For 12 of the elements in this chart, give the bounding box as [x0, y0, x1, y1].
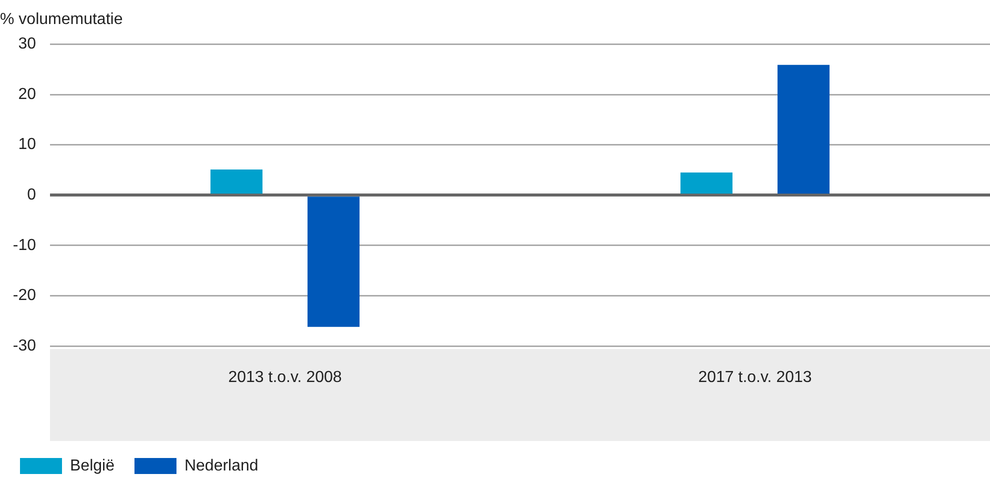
- y-tick-label: 10: [18, 136, 36, 154]
- x-tick-label: 2013 t.o.v. 2008: [228, 369, 342, 386]
- y-axis-title: % volumemutatie: [0, 11, 123, 28]
- y-tick-label: -10: [12, 236, 36, 254]
- y-tick-label: 30: [18, 36, 36, 53]
- y-tick-label: -20: [12, 287, 36, 304]
- legend-label: Nederland: [184, 457, 258, 474]
- y-tick-label: -30: [12, 337, 36, 354]
- y-tick-label: 20: [18, 86, 36, 103]
- legend-label: België: [70, 457, 115, 474]
- x-tick-label: 2017 t.o.v. 2013: [698, 369, 812, 386]
- y-tick-label: 0: [27, 186, 36, 204]
